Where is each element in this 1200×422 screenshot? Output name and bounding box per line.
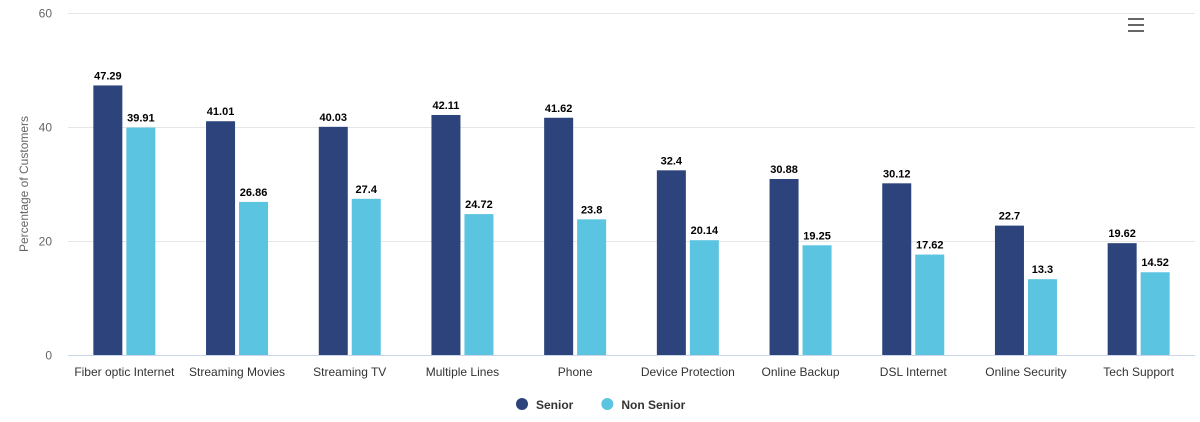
x-tick-label: Online Backup <box>762 365 840 379</box>
x-tick-label: Streaming TV <box>313 365 386 379</box>
data-label: 26.86 <box>240 187 268 199</box>
y-axis-title: Percentage of Customers <box>17 116 31 252</box>
bar-senior[interactable] <box>431 114 461 356</box>
data-label: 30.88 <box>770 164 798 176</box>
data-label: 20.14 <box>691 225 719 237</box>
x-tick-label: Streaming Movies <box>189 365 285 379</box>
bar-senior[interactable] <box>994 225 1024 355</box>
data-label: 39.91 <box>127 113 155 125</box>
bar-non-senior[interactable] <box>351 198 381 355</box>
data-label: 32.4 <box>661 155 683 167</box>
y-tick-label: 40 <box>39 121 53 135</box>
y-tick-label: 60 <box>39 7 53 21</box>
data-label: 40.03 <box>319 112 347 124</box>
legend-item-senior[interactable]: Senior <box>516 398 574 412</box>
bar-non-senior[interactable] <box>577 219 607 355</box>
legend-label: Non Senior <box>621 398 685 412</box>
x-tick-label: Device Protection <box>641 365 735 379</box>
legend-item-non-senior[interactable]: Non Senior <box>601 398 686 412</box>
bar-senior[interactable] <box>206 121 236 355</box>
x-tick-label: Fiber optic Internet <box>74 365 175 379</box>
bar-senior[interactable] <box>93 85 123 356</box>
data-label: 24.72 <box>465 199 493 211</box>
data-label: 41.01 <box>207 106 235 118</box>
x-tick-label: Phone <box>558 365 593 379</box>
data-label: 19.25 <box>803 230 831 242</box>
data-label: 30.12 <box>883 168 911 180</box>
data-label: 42.11 <box>432 100 459 112</box>
bar-non-senior[interactable] <box>239 201 269 355</box>
x-tick-label: Online Security <box>985 365 1066 379</box>
y-tick-label: 0 <box>45 349 52 363</box>
bar-senior[interactable] <box>882 183 912 355</box>
x-axis-labels: Fiber optic Internet Streaming Movies Stre… <box>74 365 1174 379</box>
data-label: 27.4 <box>356 184 378 196</box>
x-tick-label: Multiple Lines <box>426 365 499 379</box>
data-label: 14.52 <box>1141 257 1169 269</box>
legend-marker <box>516 398 528 410</box>
bar-non-senior[interactable] <box>126 127 156 355</box>
legend-marker <box>601 398 614 410</box>
hamburger-menu-icon[interactable] <box>1122 12 1150 38</box>
y-tick-label: 20 <box>39 235 53 249</box>
bars: 47.29 39.91 41.01 26.86 40.03 27.4 42.11 24.72 4… <box>93 70 1170 356</box>
bar-senior[interactable] <box>656 170 686 355</box>
data-label: 47.29 <box>94 70 122 82</box>
bar-non-senior[interactable] <box>1140 272 1170 355</box>
data-label: 13.3 <box>1032 264 1053 276</box>
bar-senior[interactable] <box>769 178 799 355</box>
legend-label: Senior <box>536 398 574 412</box>
data-label: 19.62 <box>1108 228 1136 240</box>
bar-senior[interactable] <box>318 126 348 355</box>
gridlines <box>68 13 1195 242</box>
x-tick-label: Tech Support <box>1103 365 1174 379</box>
x-tick-label: DSL Internet <box>880 365 948 379</box>
data-label: 23.8 <box>581 204 602 216</box>
bar-non-senior[interactable] <box>689 240 719 355</box>
bar-non-senior[interactable] <box>1027 279 1057 355</box>
bar-senior[interactable] <box>544 117 574 356</box>
legend: Senior Non Senior <box>516 398 686 412</box>
data-label: 41.62 <box>545 103 573 115</box>
bar-non-senior[interactable] <box>915 254 945 355</box>
bar-senior[interactable] <box>1107 243 1137 355</box>
data-label: 17.62 <box>916 240 944 252</box>
y-axis-ticks: 0 20 40 60 <box>39 7 53 363</box>
bar-non-senior[interactable] <box>464 214 494 355</box>
data-label: 22.7 <box>999 211 1020 223</box>
bar-non-senior[interactable] <box>802 245 832 355</box>
